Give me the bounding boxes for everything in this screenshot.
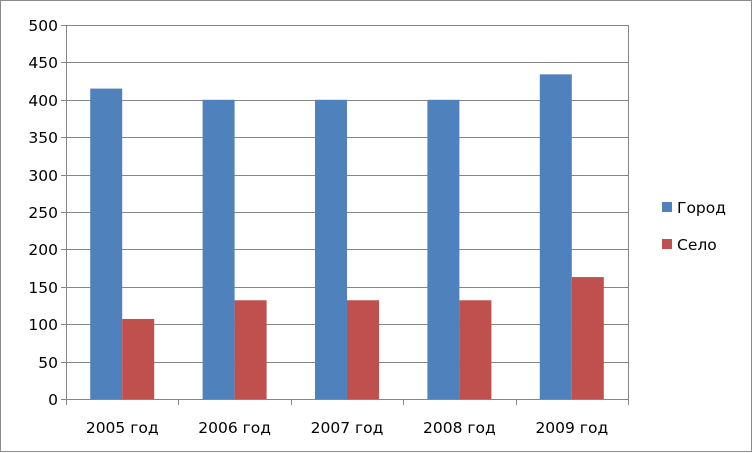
bar-Город-2009 год xyxy=(539,74,572,400)
legend-entry: Город xyxy=(677,199,726,217)
x-tick-label: 2009 год xyxy=(535,419,608,437)
bar-Село-2009 год xyxy=(571,277,604,399)
bar-Село-2008 год xyxy=(459,300,492,399)
x-tick-label: 2008 год xyxy=(423,419,496,437)
y-tick-label: 0 xyxy=(48,391,58,409)
y-tick-label: 50 xyxy=(38,354,58,372)
y-tick-label: 300 xyxy=(28,167,58,185)
x-tick-label: 2006 год xyxy=(198,419,271,437)
y-tick-label: 350 xyxy=(28,129,58,147)
y-tick-label: 450 xyxy=(28,54,58,72)
bar-Город-2008 год xyxy=(427,99,460,400)
bar-Село-2006 год xyxy=(234,300,267,399)
y-tick-label: 200 xyxy=(28,241,58,259)
bar-Город-2005 год xyxy=(90,88,123,399)
x-tick-label: 2007 год xyxy=(311,419,384,437)
legend-swatch xyxy=(662,239,672,249)
y-tick-label: 150 xyxy=(28,279,58,297)
bar-Село-2007 год xyxy=(347,300,379,399)
legend-swatch xyxy=(662,202,672,212)
bar-Город-2006 год xyxy=(202,99,235,400)
bar-Село-2005 год xyxy=(122,318,155,399)
bar-Город-2007 год xyxy=(315,99,347,400)
y-tick-label: 100 xyxy=(28,316,58,334)
legend-entry: Село xyxy=(677,236,717,254)
y-tick-label: 400 xyxy=(28,92,58,110)
y-tick-label: 250 xyxy=(28,204,58,222)
x-tick-label: 2005 год xyxy=(86,419,159,437)
y-tick-label: 500 xyxy=(28,17,58,35)
